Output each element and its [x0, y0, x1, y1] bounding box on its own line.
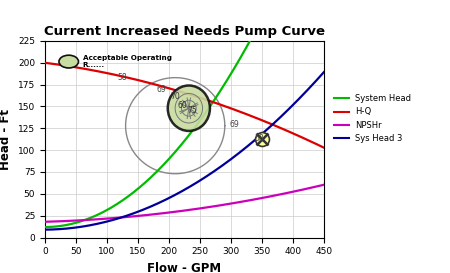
Text: 58: 58	[254, 134, 264, 143]
Legend: System Head, H-Q, NPSHr, Sys Head 3: System Head, H-Q, NPSHr, Sys Head 3	[334, 94, 411, 143]
Text: Acceptable Operating
R......: Acceptable Operating R......	[83, 55, 171, 68]
Title: Current Increased Needs Pump Curve: Current Increased Needs Pump Curve	[44, 25, 325, 38]
Text: 70: 70	[170, 93, 180, 102]
Ellipse shape	[168, 85, 210, 131]
Ellipse shape	[59, 55, 78, 68]
Text: 69: 69	[157, 85, 166, 94]
Y-axis label: Head - Ft: Head - Ft	[0, 109, 13, 170]
X-axis label: Flow - GPM: Flow - GPM	[148, 262, 221, 273]
Text: 60: 60	[178, 101, 188, 110]
Text: 69: 69	[229, 120, 239, 129]
Text: 75: 75	[188, 106, 198, 115]
Text: 58: 58	[118, 73, 127, 82]
